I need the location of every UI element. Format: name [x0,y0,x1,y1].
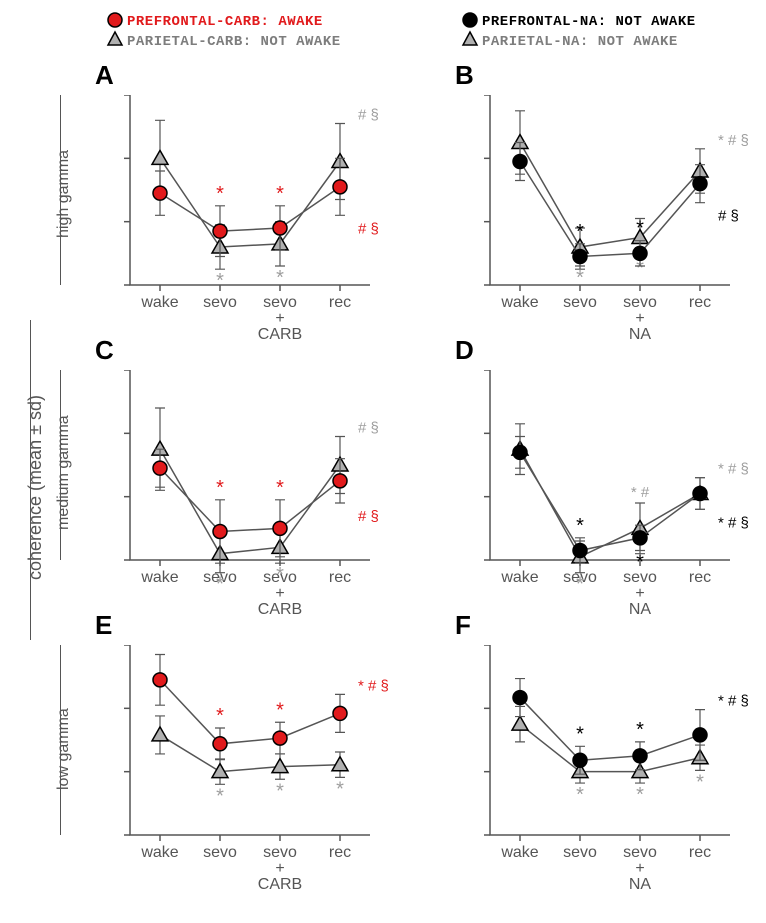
svg-text:*: * [276,564,284,586]
svg-text:CARB: CARB [258,876,302,893]
svg-text:*: * [576,723,584,745]
figure: PREFRONTAL-CARB: AWAKE PARIETAL-CARB: NO… [0,0,766,923]
svg-text:+: + [275,585,284,602]
svg-text:# §: # § [358,420,379,437]
row-label-low: low gamma [55,708,73,790]
svg-text:sevo: sevo [623,844,657,861]
svg-text:rec: rec [329,294,351,311]
svg-text:*: * [576,574,584,596]
svg-text:CARB: CARB [258,601,302,618]
svg-text:* # §: * # § [358,677,389,694]
svg-text:*: * [636,784,644,806]
svg-text:* # §: * # § [718,693,749,710]
svg-text:* #: * # [631,484,650,501]
svg-text:*: * [216,705,224,727]
svg-text:sevo: sevo [263,844,297,861]
svg-text:*: * [576,515,584,537]
svg-text:rec: rec [329,569,351,586]
svg-text:+: + [635,310,644,327]
panel-A: 0.20.40.60.8wakesevosevorec+CARB**# §**#… [120,95,420,355]
panel-label-D: D [455,335,474,366]
svg-text:* # §: * # § [718,514,749,531]
row-label-med: medium gamma [55,415,73,530]
svg-text:*: * [636,218,644,240]
legend-text: PARIETAL-NA: NOT AWAKE [482,34,678,50]
svg-text:*: * [276,699,284,721]
svg-text:CARB: CARB [258,326,302,343]
svg-text:sevo: sevo [263,294,297,311]
row-label-high: high gamma [55,150,73,238]
legend-left: PREFRONTAL-CARB: AWAKE PARIETAL-CARB: NO… [105,10,375,55]
panel-E: 0.10.20.30.4wakesevosevorec+CARB****** #… [120,645,420,905]
svg-text:+: + [275,310,284,327]
svg-text:wake: wake [140,569,178,586]
svg-text:*: * [576,784,584,806]
panel-B: 0.20.40.60.8wakesevosevorec+NA*** # §**#… [480,95,766,355]
panel-D: 0.20.40.60.8wakesevosevorec+NA** #* # §*… [480,370,766,630]
panel-label-C: C [95,335,114,366]
svg-text:*: * [576,221,584,243]
svg-text:*: * [216,270,224,292]
svg-text:* # §: * # § [718,132,749,149]
svg-text:wake: wake [140,294,178,311]
svg-text:sevo: sevo [563,844,597,861]
legend-text: PREFRONTAL-NA: NOT AWAKE [482,14,696,30]
svg-text:NA: NA [629,876,652,893]
svg-text:+: + [275,860,284,877]
svg-text:*: * [576,267,584,289]
svg-text:wake: wake [500,294,538,311]
svg-text:*: * [696,771,704,793]
svg-text:# §: # § [358,220,379,237]
svg-text:*: * [276,267,284,289]
panel-label-E: E [95,610,112,641]
svg-text:*: * [216,574,224,596]
svg-text:# §: # § [358,508,379,525]
svg-text:rec: rec [329,844,351,861]
svg-text:*: * [636,719,644,741]
panel-label-F: F [455,610,471,641]
svg-text:*: * [276,477,284,499]
svg-text:*: * [216,477,224,499]
svg-text:sevo: sevo [623,294,657,311]
panel-label-A: A [95,60,114,91]
svg-text:*: * [276,780,284,802]
y-axis-label: coherence (mean ± sd) [25,395,46,580]
svg-text:sevo: sevo [563,294,597,311]
svg-text:+: + [635,860,644,877]
svg-text:sevo: sevo [203,844,237,861]
svg-text:* # §: * # § [718,461,749,478]
svg-text:*: * [336,778,344,800]
svg-text:NA: NA [629,326,652,343]
svg-text:*: * [216,183,224,205]
svg-text:# §: # § [718,208,739,225]
svg-text:NA: NA [629,601,652,618]
svg-text:*: * [216,785,224,807]
legend-text: PARIETAL-CARB: NOT AWAKE [127,34,341,50]
svg-text:rec: rec [689,294,711,311]
panel-C: 0.20.40.60.8wakesevosevorec+CARB**# §**#… [120,370,420,630]
svg-text:wake: wake [140,844,178,861]
svg-text:# §: # § [358,107,379,124]
svg-text:*: * [636,552,644,574]
panel-F: 0.10.20.30.4wakesevosevorec+NA****** # § [480,645,766,905]
svg-text:wake: wake [500,569,538,586]
legend-right: PREFRONTAL-NA: NOT AWAKE PARIETAL-NA: NO… [460,10,730,55]
panel-label-B: B [455,60,474,91]
svg-text:sevo: sevo [203,294,237,311]
svg-text:wake: wake [500,844,538,861]
legend-text: PREFRONTAL-CARB: AWAKE [127,14,323,30]
svg-text:rec: rec [689,844,711,861]
svg-text:+: + [635,585,644,602]
svg-text:rec: rec [689,569,711,586]
svg-text:*: * [276,183,284,205]
